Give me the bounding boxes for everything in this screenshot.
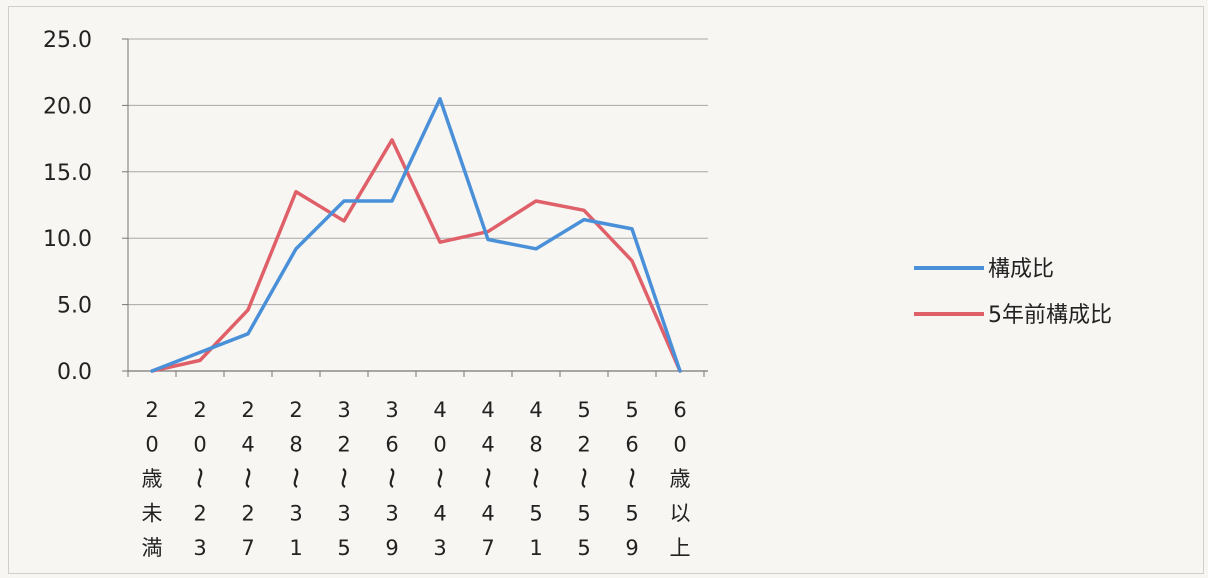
tilde-glyph	[293, 468, 299, 488]
x-tick-label: 5 2 5 5	[577, 398, 590, 560]
x-tick-label: 4 0 4 3	[433, 398, 446, 560]
category-char: 歳	[142, 467, 163, 491]
x-tick-label: 2 4 2 7	[241, 398, 254, 560]
category-char: 8	[529, 433, 542, 457]
category-char: 3	[337, 398, 350, 422]
category-char: 7	[241, 536, 254, 560]
category-char: 3	[193, 536, 206, 560]
category-char: 8	[289, 433, 302, 457]
category-char: 2	[145, 398, 158, 422]
category-char: 3	[289, 502, 302, 526]
category-char: 2	[241, 398, 254, 422]
category-char: 5	[577, 502, 590, 526]
y-tick-label: 15.0	[43, 161, 92, 186]
x-tick-label: 2 8 3 1	[289, 398, 302, 560]
category-char: 5	[625, 398, 638, 422]
series-line	[150, 138, 682, 373]
chart-frame	[8, 6, 1204, 574]
category-char: 満	[142, 536, 163, 560]
x-tick-label: 5 6 5 9	[625, 398, 638, 560]
category-char: 6	[385, 433, 398, 457]
tilde-glyph	[389, 468, 395, 488]
x-tick-label: 4 8 5 1	[529, 398, 542, 560]
x-tick-label: 3 2 3 5	[337, 398, 350, 560]
x-tick-label: 6 0 歳以上	[670, 398, 691, 560]
category-char: 5	[625, 502, 638, 526]
category-char: 4	[241, 433, 254, 457]
category-char: 5	[337, 536, 350, 560]
category-char: 2	[193, 398, 206, 422]
y-tick-label: 10.0	[43, 227, 92, 252]
category-char: 2	[577, 433, 590, 457]
category-char: 0	[193, 433, 206, 457]
category-char: 上	[670, 536, 691, 560]
category-char: 2	[241, 502, 254, 526]
category-char: 1	[529, 536, 542, 560]
x-tick-label: 4 4 4 7	[481, 398, 494, 560]
category-char: 3	[337, 502, 350, 526]
category-char: 4	[481, 433, 494, 457]
series-lines	[150, 97, 682, 373]
category-char: 歳	[670, 467, 691, 491]
category-char: 以	[670, 502, 691, 526]
category-char: 4	[433, 502, 446, 526]
category-char: 2	[337, 433, 350, 457]
category-char: 2	[289, 398, 302, 422]
tilde-glyph	[437, 468, 443, 488]
x-tick-label: 2 0 歳未満	[142, 398, 163, 560]
gridlines	[128, 38, 708, 306]
category-char: 9	[625, 536, 638, 560]
category-char: 5	[529, 502, 542, 526]
category-char: 0	[145, 433, 158, 457]
category-char: 2	[193, 502, 206, 526]
tilde-glyph	[485, 468, 491, 488]
category-char: 4	[481, 502, 494, 526]
x-tick-label: 3 6 3 9	[385, 398, 398, 560]
tilde-glyph	[629, 468, 635, 488]
category-char: 未	[142, 502, 163, 526]
category-char: 6	[673, 398, 686, 422]
tilde-glyph	[533, 468, 539, 488]
tilde-glyph	[341, 468, 347, 488]
category-char: 9	[385, 536, 398, 560]
category-char: 0	[673, 433, 686, 457]
tilde-glyph	[581, 468, 587, 488]
tilde-glyph	[245, 468, 251, 488]
category-char: 3	[385, 502, 398, 526]
axes: 0.05.010.015.020.025.020歳未満2023242728313…	[43, 28, 708, 560]
y-tick-label: 5.0	[57, 294, 92, 319]
legend-label: 5年前構成比	[988, 303, 1112, 328]
category-char: 3	[385, 398, 398, 422]
category-char: 6	[625, 433, 638, 457]
legend: 構成比 5年前構成比	[914, 257, 1112, 328]
category-char: 1	[289, 536, 302, 560]
category-char: 5	[577, 398, 590, 422]
y-tick-label: 0.0	[57, 360, 92, 385]
series-line	[150, 97, 682, 373]
tilde-glyph	[197, 468, 203, 488]
category-char: 7	[481, 536, 494, 560]
category-char: 0	[433, 433, 446, 457]
category-char: 4	[529, 398, 542, 422]
y-tick-label: 25.0	[43, 28, 92, 53]
legend-label: 構成比	[988, 257, 1054, 282]
category-char: 5	[577, 536, 590, 560]
y-tick-label: 20.0	[43, 94, 92, 119]
category-char: 4	[433, 398, 446, 422]
category-char: 3	[433, 536, 446, 560]
category-char: 4	[481, 398, 494, 422]
